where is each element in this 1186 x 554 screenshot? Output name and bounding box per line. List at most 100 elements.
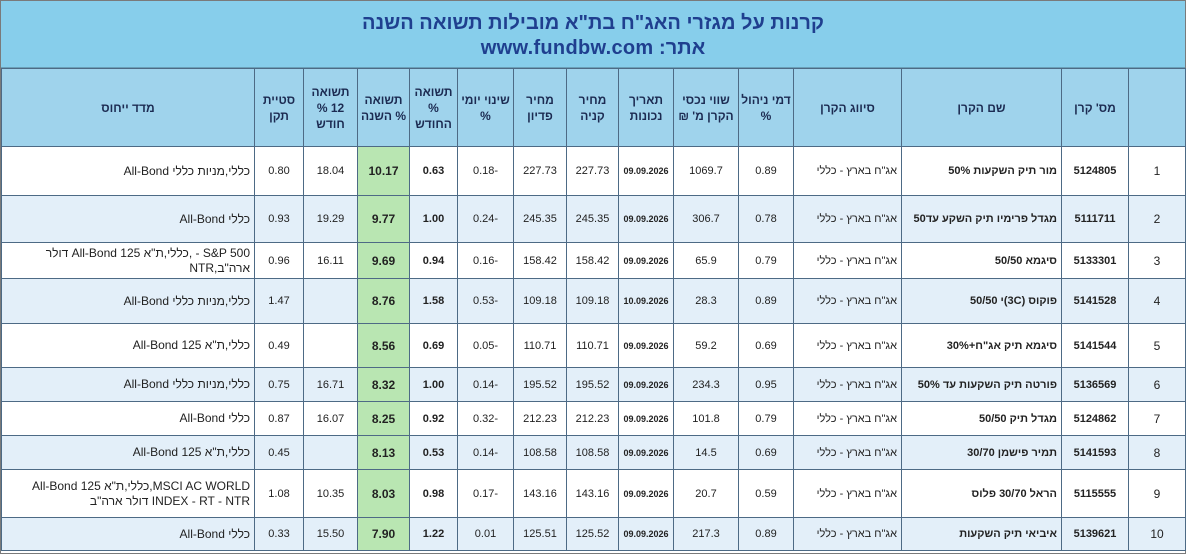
cell-redeem-price: 195.52 (513, 367, 567, 402)
cell-std-dev: 1.08 (254, 469, 304, 518)
cell-rank: 3 (1128, 242, 1186, 279)
cell-12m-return: 18.04 (303, 146, 358, 196)
cell-mgmt-fee: 0.89 (738, 517, 794, 551)
cell-mgmt-fee: 0.79 (738, 401, 794, 436)
table-row[interactable]: 5 5141544 סיגמא תיק אג"ח+30% אג"ח בארץ -… (1, 323, 1186, 368)
col-header-date[interactable]: תאריך נכונות (618, 68, 674, 147)
col-header-daily-change[interactable]: שינוי יומי % (457, 68, 514, 147)
cell-fund-name: פורטה תיק השקעות עד 50% (901, 367, 1062, 402)
cell-assets: 65.9 (673, 242, 739, 279)
cell-benchmark: כללי All-Bond (1, 195, 255, 243)
col-header-year-return[interactable]: תשואה % השנה (357, 68, 410, 147)
table-row[interactable]: 1 5124805 מור תיק השקעות 50% אג"ח בארץ -… (1, 146, 1186, 196)
cell-redeem-price: 143.16 (513, 469, 567, 518)
cell-mgmt-fee: 0.79 (738, 242, 794, 279)
cell-rank: 9 (1128, 469, 1186, 518)
cell-buy-price: 212.23 (566, 401, 619, 436)
cell-classification: אג"ח בארץ - כללי (793, 401, 902, 436)
cell-redeem-price: 108.58 (513, 435, 567, 470)
cell-fund-name: מגדל תיק 50/50 (901, 401, 1062, 436)
report-title: קרנות על מגזרי האג"ח בת"א מובילות תשואה … (361, 12, 824, 34)
table-row[interactable]: 3 5133301 סיגמא 50/50 אג"ח בארץ - כללי 0… (1, 242, 1186, 279)
cell-redeem-price: 227.73 (513, 146, 567, 196)
cell-fund-name: הראל 30/70 פלוס (901, 469, 1062, 518)
col-header-classification[interactable]: סיווג הקרן (793, 68, 902, 147)
cell-month-return: 0.94 (409, 242, 458, 279)
col-header-fund-id[interactable]: מס' קרן (1061, 68, 1129, 147)
col-header-assets[interactable]: שווי נכסי הקרן מ' ₪ (673, 68, 739, 147)
cell-daily-change: 0.01 (457, 517, 514, 551)
cell-classification: אג"ח בארץ - כללי (793, 278, 902, 324)
cell-fund-id: 5141593 (1061, 435, 1129, 470)
cell-redeem-price: 245.35 (513, 195, 567, 243)
cell-daily-change: -0.05 (457, 323, 514, 368)
cell-daily-change: -0.16 (457, 242, 514, 279)
cell-redeem-price: 158.42 (513, 242, 567, 279)
cell-month-return: 0.92 (409, 401, 458, 436)
cell-daily-change: -0.17 (457, 469, 514, 518)
cell-std-dev: 0.80 (254, 146, 304, 196)
cell-redeem-price: 109.18 (513, 278, 567, 324)
cell-benchmark: כללי,מניות כללי All-Bond (1, 278, 255, 324)
cell-12m-return: 16.11 (303, 242, 358, 279)
table-row[interactable]: 10 5139621 איביאי תיק השקעות אג"ח בארץ -… (1, 517, 1186, 551)
cell-buy-price: 109.18 (566, 278, 619, 324)
cell-mgmt-fee: 0.78 (738, 195, 794, 243)
cell-date: 09.09.2026 (618, 469, 674, 518)
cell-benchmark: MSCI AC WORLD,כללי,ת"א 125 All-Bond INDE… (1, 469, 255, 518)
cell-fund-name: מגדל פרימיו תיק השקע עד50 (901, 195, 1062, 243)
cell-month-return: 1.22 (409, 517, 458, 551)
cell-daily-change: -0.24 (457, 195, 514, 243)
cell-std-dev: 0.75 (254, 367, 304, 402)
cell-std-dev: 0.49 (254, 323, 304, 368)
cell-month-return: 1.00 (409, 367, 458, 402)
cell-rank: 5 (1128, 323, 1186, 368)
col-header-buy-price[interactable]: מחיר קניה (566, 68, 619, 147)
col-header-rank[interactable] (1128, 68, 1186, 147)
cell-fund-name: פוקוס (3C)י 50/50 (901, 278, 1062, 324)
col-header-redeem-price[interactable]: מחיר פדיון (513, 68, 567, 147)
cell-month-return: 0.69 (409, 323, 458, 368)
col-header-month-return[interactable]: תשואה % החודש (409, 68, 458, 147)
cell-buy-price: 125.52 (566, 517, 619, 551)
table-row[interactable]: 7 5124862 מגדל תיק 50/50 אג"ח בארץ - כלל… (1, 401, 1186, 436)
cell-classification: אג"ח בארץ - כללי (793, 435, 902, 470)
col-header-benchmark[interactable]: מדד ייחוס (1, 68, 255, 147)
cell-year-return: 8.56 (357, 323, 410, 368)
cell-classification: אג"ח בארץ - כללי (793, 517, 902, 551)
cell-buy-price: 227.73 (566, 146, 619, 196)
cell-mgmt-fee: 0.59 (738, 469, 794, 518)
table-row[interactable]: 2 5111711 מגדל פרימיו תיק השקע עד50 אג"ח… (1, 195, 1186, 243)
site-url-link[interactable]: www.fundbw.com (480, 37, 654, 59)
col-header-std-dev[interactable]: סטיית תקן (254, 68, 304, 147)
cell-benchmark: כללי All-Bond (1, 517, 255, 551)
cell-fund-id: 5139621 (1061, 517, 1129, 551)
cell-fund-id: 5111711 (1061, 195, 1129, 243)
cell-redeem-price: 125.51 (513, 517, 567, 551)
table-row[interactable]: 4 5141528 פוקוס (3C)י 50/50 אג"ח בארץ - … (1, 278, 1186, 324)
cell-assets: 1069.7 (673, 146, 739, 196)
col-header-mgmt-fee[interactable]: דמי ניהול % (738, 68, 794, 147)
col-header-12m-return[interactable]: תשואה 12 % חודש (303, 68, 358, 147)
funds-table: מס' קרן שם הקרן סיווג הקרן דמי ניהול % ש… (1, 68, 1186, 551)
cell-date: 10.09.2026 (618, 278, 674, 324)
cell-month-return: 1.58 (409, 278, 458, 324)
table-row[interactable]: 8 5141593 תמיר פישמן 30/70 אג"ח בארץ - כ… (1, 435, 1186, 470)
cell-benchmark: כללי,מניות כללי All-Bond (1, 146, 255, 196)
cell-12m-return (303, 323, 358, 368)
cell-fund-id: 5141528 (1061, 278, 1129, 324)
col-header-fund-name[interactable]: שם הקרן (901, 68, 1062, 147)
cell-fund-id: 5133301 (1061, 242, 1129, 279)
cell-year-return: 8.25 (357, 401, 410, 436)
cell-rank: 6 (1128, 367, 1186, 402)
cell-fund-name: איביאי תיק השקעות (901, 517, 1062, 551)
cell-benchmark: כללי,ת"א 125 All-Bond (1, 435, 255, 470)
table-row[interactable]: 9 5115555 הראל 30/70 פלוס אג"ח בארץ - כל… (1, 469, 1186, 518)
table-header-row: מס' קרן שם הקרן סיווג הקרן דמי ניהול % ש… (1, 68, 1186, 147)
cell-fund-id: 5115555 (1061, 469, 1129, 518)
cell-rank: 2 (1128, 195, 1186, 243)
table-row[interactable]: 6 5136569 פורטה תיק השקעות עד 50% אג"ח ב… (1, 367, 1186, 402)
cell-rank: 8 (1128, 435, 1186, 470)
cell-assets: 14.5 (673, 435, 739, 470)
